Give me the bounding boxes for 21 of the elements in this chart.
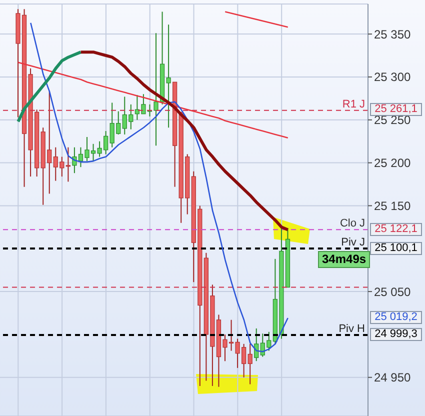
text: 25 019,2 [370, 310, 422, 324]
y-tick-label: 25 350 [374, 27, 412, 42]
text: 25 261,1 [370, 103, 422, 116]
ref-line-label: Piv J [341, 236, 365, 249]
text: 24 999,3 [370, 328, 422, 342]
text: 25 100,1 [370, 242, 422, 255]
y-tick-label: 24 950 [374, 370, 412, 385]
ref-line-label: Piv H [338, 323, 366, 336]
y-tick-label: 25 300 [374, 70, 412, 84]
line-series [16, 50, 82, 124]
candlestick [66, 146, 70, 182]
ref-line-label: R1 J [342, 98, 365, 110]
text: 25 122,1 [370, 222, 422, 236]
candlestick [248, 343, 252, 385]
y-tick-label: 25 200 [374, 156, 412, 170]
y-tick-label: 25 150 [374, 198, 412, 213]
ref-line-label: Clo J [340, 218, 365, 230]
y-tick-label: 25 050 [374, 284, 412, 299]
text: 34m49s [318, 251, 370, 268]
candlestick [154, 32, 158, 146]
line-series [17, 62, 289, 139]
